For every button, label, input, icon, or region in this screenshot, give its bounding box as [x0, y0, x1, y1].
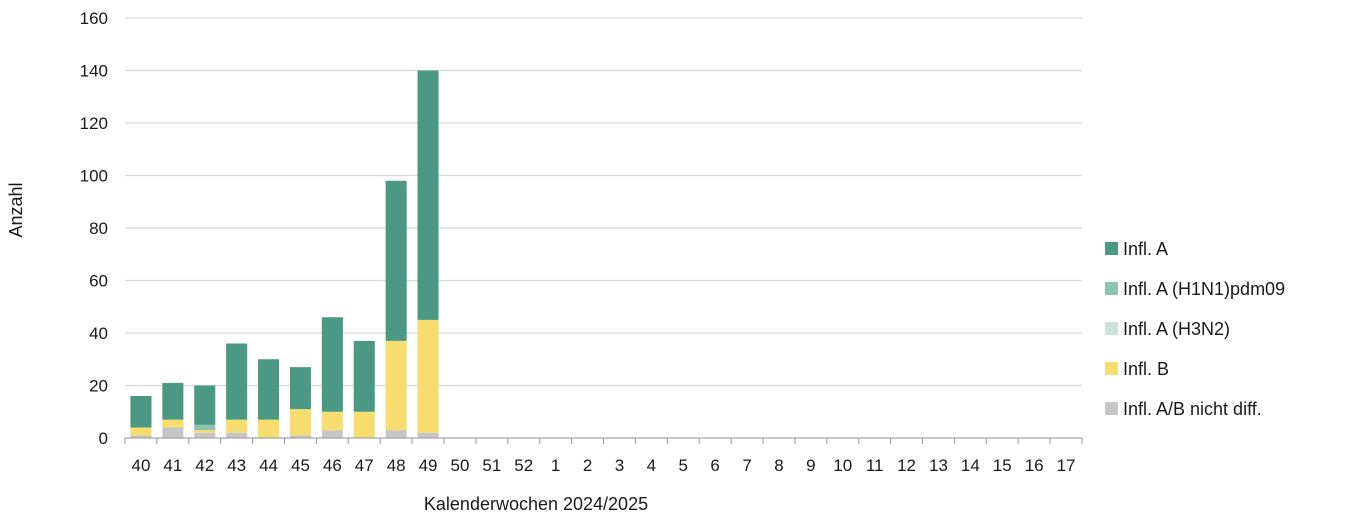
bar-segment — [385, 180, 407, 341]
x-tick-label: 9 — [806, 456, 815, 475]
bar-segment — [321, 317, 343, 412]
x-tick-label: 14 — [961, 456, 980, 475]
x-tick-label: 40 — [131, 456, 150, 475]
bar-segment — [321, 411, 343, 431]
bar-segment — [194, 430, 216, 433]
x-tick-label: 1 — [551, 456, 560, 475]
x-tick-label: 17 — [1057, 456, 1076, 475]
bar-segment — [130, 427, 152, 436]
legend-swatch — [1105, 402, 1118, 415]
bar-segment — [130, 435, 152, 438]
x-axis-title: Kalenderwochen 2024/2025 — [424, 494, 648, 514]
x-tick-label: 43 — [227, 456, 246, 475]
bar-segment — [289, 409, 311, 436]
bar-segment — [353, 411, 375, 438]
y-tick-label: 160 — [80, 9, 108, 28]
bar-segment — [289, 435, 311, 438]
bar-segment — [321, 430, 343, 438]
x-tick-label: 44 — [259, 456, 278, 475]
legend-item: Infl. A (H3N2) — [1105, 319, 1230, 339]
bar-segment — [258, 359, 280, 420]
bar-segment — [130, 396, 152, 428]
legend: Infl. A Infl. A (H1N1)pdm09 Infl. A (H3N2)… — [1105, 239, 1285, 419]
x-tick-label: 12 — [897, 456, 916, 475]
x-tick-label: 50 — [450, 456, 469, 475]
legend-item: Infl. A/B nicht diff. — [1105, 399, 1262, 419]
x-tick-label: 49 — [419, 456, 438, 475]
x-tick-label: 41 — [163, 456, 182, 475]
legend-label: Infl. A (H3N2) — [1123, 319, 1230, 339]
y-tick-label: 20 — [89, 377, 108, 396]
legend-label: Infl. A (H1N1)pdm09 — [1123, 279, 1285, 299]
legend-label: Infl. A/B nicht diff. — [1123, 399, 1262, 419]
x-tick-label: 4 — [647, 456, 656, 475]
x-tick-label: 51 — [482, 456, 501, 475]
y-tick-label: 120 — [80, 114, 108, 133]
x-tick-label: 13 — [929, 456, 948, 475]
x-tick-label: 10 — [833, 456, 852, 475]
y-tick-label: 80 — [89, 219, 108, 238]
x-tick-label: 2 — [583, 456, 592, 475]
x-tick-label: 15 — [993, 456, 1012, 475]
bar-segment — [289, 367, 311, 410]
legend-label: Infl. A — [1123, 239, 1168, 259]
x-tick-label: 42 — [195, 456, 214, 475]
x-axis-ticks: 40 41 42 43 44 45 46 47 48 49 50 51 52 1 2 3 4 5 6 7 8 9 10 11 1… — [131, 456, 1075, 475]
x-tick-label: 48 — [387, 456, 406, 475]
bar-segment — [162, 382, 184, 420]
gridlines — [125, 17, 1082, 387]
y-tick-label: 0 — [99, 429, 108, 448]
bar-segment — [417, 432, 439, 438]
y-axis-ticks: 0 20 40 60 80 100 120 140 160 — [80, 9, 108, 448]
bar-segment — [385, 430, 407, 438]
x-tick-label: 7 — [742, 456, 751, 475]
legend-label: Infl. B — [1123, 359, 1169, 379]
y-tick-label: 40 — [89, 324, 108, 343]
bar-segment — [258, 419, 280, 438]
bar-segment — [194, 424, 216, 431]
x-tick-label: 8 — [774, 456, 783, 475]
x-tick-label: 16 — [1025, 456, 1044, 475]
bar-segment — [162, 419, 184, 428]
x-tick-label: 6 — [710, 456, 719, 475]
legend-item: Infl. A — [1105, 239, 1168, 259]
y-tick-label: 100 — [80, 167, 108, 186]
bar-segment — [226, 343, 248, 420]
bar-segment — [194, 385, 216, 425]
y-tick-label: 140 — [80, 62, 108, 81]
bar-segment — [226, 419, 248, 433]
x-tick-label: 52 — [514, 456, 533, 475]
legend-swatch — [1105, 362, 1118, 375]
legend-item: Infl. A (H1N1)pdm09 — [1105, 279, 1285, 299]
legend-swatch — [1105, 322, 1118, 335]
legend-swatch — [1105, 242, 1118, 255]
x-tick-label: 3 — [615, 456, 624, 475]
x-tick-label: 45 — [291, 456, 310, 475]
x-tick-label: 5 — [679, 456, 688, 475]
legend-swatch — [1105, 282, 1118, 295]
bar-segment — [162, 427, 184, 438]
legend-item: Infl. B — [1105, 359, 1169, 379]
x-axis — [124, 437, 1083, 444]
y-tick-label: 60 — [89, 272, 108, 291]
bar-segment — [226, 432, 248, 438]
x-tick-label: 47 — [355, 456, 374, 475]
y-axis-title: Anzahl — [6, 182, 26, 237]
bar-segment — [194, 432, 216, 438]
bar-segment — [385, 340, 407, 431]
x-tick-label: 46 — [323, 456, 342, 475]
x-tick-label: 11 — [866, 456, 884, 475]
bar-segment — [417, 70, 439, 320]
bar-segment — [353, 340, 375, 412]
bars — [130, 70, 439, 438]
bar-segment — [417, 319, 439, 433]
